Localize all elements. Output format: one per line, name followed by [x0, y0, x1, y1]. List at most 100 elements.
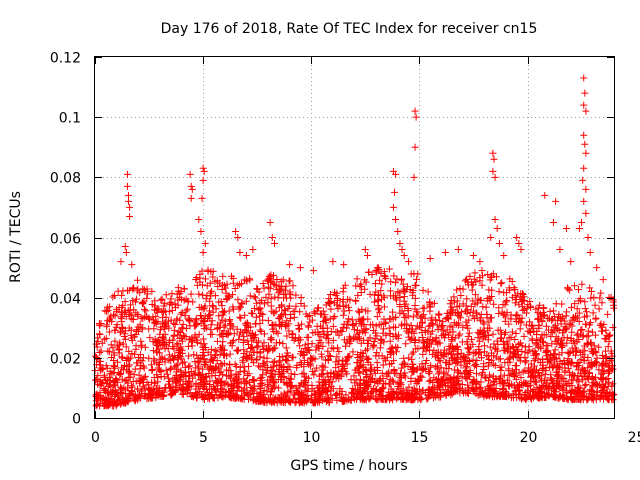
data-point	[526, 298, 534, 306]
data-point	[491, 173, 499, 181]
data-point	[185, 352, 193, 360]
data-point	[376, 375, 384, 383]
data-point	[365, 355, 373, 363]
data-point	[323, 396, 331, 404]
data-point	[575, 335, 583, 343]
data-point	[119, 366, 127, 374]
data-point	[356, 362, 364, 370]
data-point	[542, 322, 550, 330]
data-point	[202, 295, 210, 303]
data-point	[249, 329, 257, 337]
data-point	[296, 264, 304, 272]
data-point	[319, 328, 327, 336]
data-point	[357, 392, 365, 400]
data-point	[176, 335, 184, 343]
data-point	[167, 364, 175, 372]
data-point	[544, 383, 552, 391]
data-point	[332, 391, 340, 399]
data-point	[293, 364, 301, 372]
data-point	[289, 353, 297, 361]
data-point	[286, 363, 294, 371]
data-point	[199, 335, 207, 343]
data-point	[493, 337, 501, 345]
data-point	[417, 324, 425, 332]
data-point	[241, 378, 249, 386]
data-point	[97, 347, 105, 355]
data-point	[549, 218, 557, 226]
data-point	[471, 291, 479, 299]
data-point	[590, 293, 598, 301]
data-point	[256, 326, 264, 334]
data-point	[377, 388, 385, 396]
data-point	[528, 368, 536, 376]
data-point	[426, 335, 434, 343]
data-point	[437, 364, 445, 372]
data-point	[409, 313, 417, 321]
data-point	[100, 335, 108, 343]
data-point	[267, 367, 275, 375]
data-point	[514, 382, 522, 390]
data-point	[380, 303, 388, 311]
data-point	[566, 349, 574, 357]
data-point	[397, 364, 405, 372]
data-point	[298, 370, 306, 378]
data-point	[132, 345, 140, 353]
data-point	[91, 376, 99, 384]
data-point	[367, 394, 375, 402]
data-point	[281, 399, 289, 407]
data-point	[578, 280, 586, 288]
data-point	[503, 297, 511, 305]
data-point	[169, 376, 177, 384]
data-point	[131, 365, 139, 373]
data-point	[219, 311, 227, 319]
data-point	[443, 389, 451, 397]
data-point	[473, 357, 481, 365]
data-point	[143, 294, 151, 302]
data-point	[185, 363, 193, 371]
data-point	[377, 339, 385, 347]
data-point	[175, 376, 183, 384]
data-point	[353, 359, 361, 367]
data-point	[500, 252, 508, 260]
data-point	[376, 308, 384, 316]
data-point	[269, 377, 277, 385]
data-point	[240, 333, 248, 341]
data-point	[183, 305, 191, 313]
data-point	[161, 355, 169, 363]
data-point	[591, 331, 599, 339]
data-point	[302, 310, 310, 318]
data-point	[106, 377, 114, 385]
data-point	[412, 281, 420, 289]
data-point	[517, 246, 525, 254]
data-point	[256, 388, 264, 396]
data-point	[434, 326, 442, 334]
data-point	[412, 325, 420, 333]
data-point	[585, 370, 593, 378]
data-point	[218, 377, 226, 385]
data-point	[104, 347, 112, 355]
data-point	[244, 327, 252, 335]
data-point	[359, 363, 367, 371]
data-point	[152, 320, 160, 328]
data-point	[232, 362, 240, 370]
data-point	[579, 347, 587, 355]
data-point	[587, 288, 595, 296]
data-point	[592, 314, 600, 322]
data-point	[412, 308, 420, 316]
data-point	[216, 369, 224, 377]
data-point	[357, 348, 365, 356]
data-point	[516, 394, 524, 402]
data-point	[122, 249, 130, 257]
data-point	[454, 355, 462, 363]
data-point	[598, 352, 606, 360]
data-point	[538, 318, 546, 326]
data-point	[525, 346, 533, 354]
data-point	[602, 335, 610, 343]
data-point	[371, 335, 379, 343]
data-point	[486, 343, 494, 351]
data-point	[224, 331, 232, 339]
data-point	[563, 308, 571, 316]
data-point	[282, 282, 290, 290]
data-point	[373, 313, 381, 321]
data-point	[521, 353, 529, 361]
